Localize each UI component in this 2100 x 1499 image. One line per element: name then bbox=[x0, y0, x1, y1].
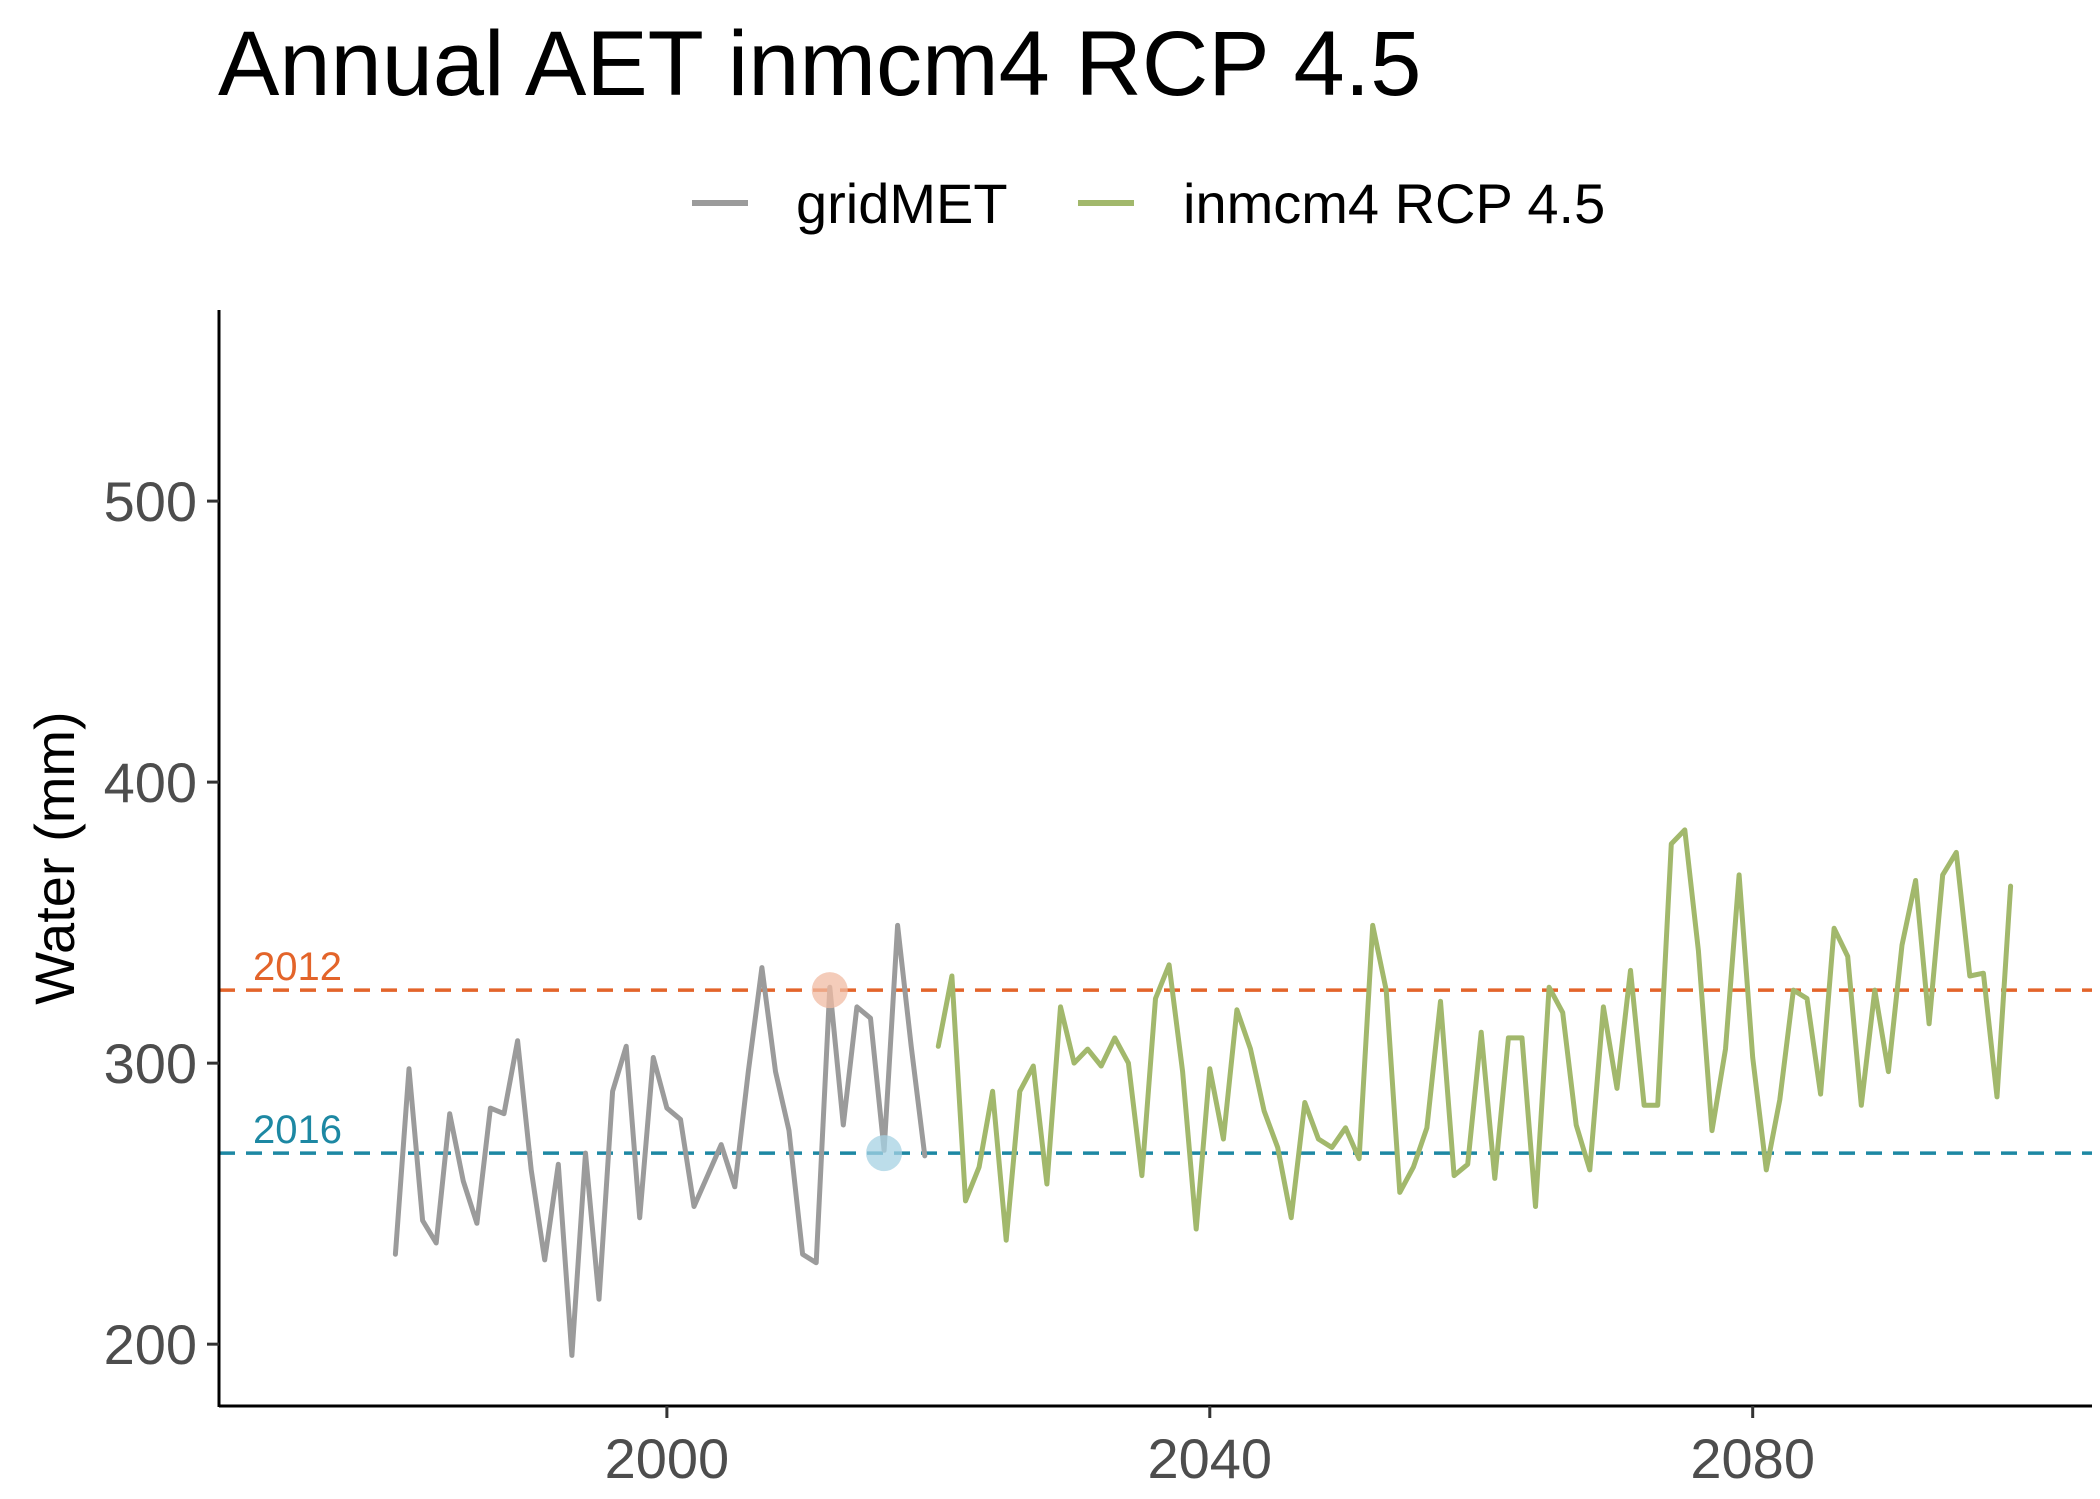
y-tick-label: 400 bbox=[104, 751, 197, 814]
legend-label-inmcm4: inmcm4 RCP 4.5 bbox=[1183, 172, 1605, 235]
reference-marker-2012 bbox=[811, 972, 848, 1009]
reference-marker-2016 bbox=[866, 1135, 903, 1172]
y-tick-label: 300 bbox=[104, 1032, 197, 1095]
axes: 2000 2040 2080 200 300 400 500 bbox=[104, 470, 1815, 1490]
series-line-gridmet bbox=[392, 922, 928, 1358]
reference-label-2016: 2016 bbox=[253, 1108, 342, 1152]
y-tick-label: 200 bbox=[104, 1313, 197, 1376]
plot-area: 2012 2016 bbox=[219, 827, 2092, 1358]
x-tick-label: 2040 bbox=[1148, 1427, 1273, 1490]
x-tick-label: 2080 bbox=[1690, 1427, 1815, 1490]
legend: gridMET inmcm4 RCP 4.5 bbox=[692, 172, 1605, 235]
y-tick-label: 500 bbox=[104, 470, 197, 533]
reference-label-2012: 2012 bbox=[253, 945, 342, 989]
legend-label-gridmet: gridMET bbox=[796, 172, 1008, 235]
chart-title: Annual AET inmcm4 RCP 4.5 bbox=[218, 13, 1421, 115]
y-axis-title: Water (mm) bbox=[23, 711, 86, 1004]
x-tick-label: 2000 bbox=[605, 1427, 730, 1490]
series-line-inmcm4-rcp45 bbox=[935, 827, 2014, 1243]
